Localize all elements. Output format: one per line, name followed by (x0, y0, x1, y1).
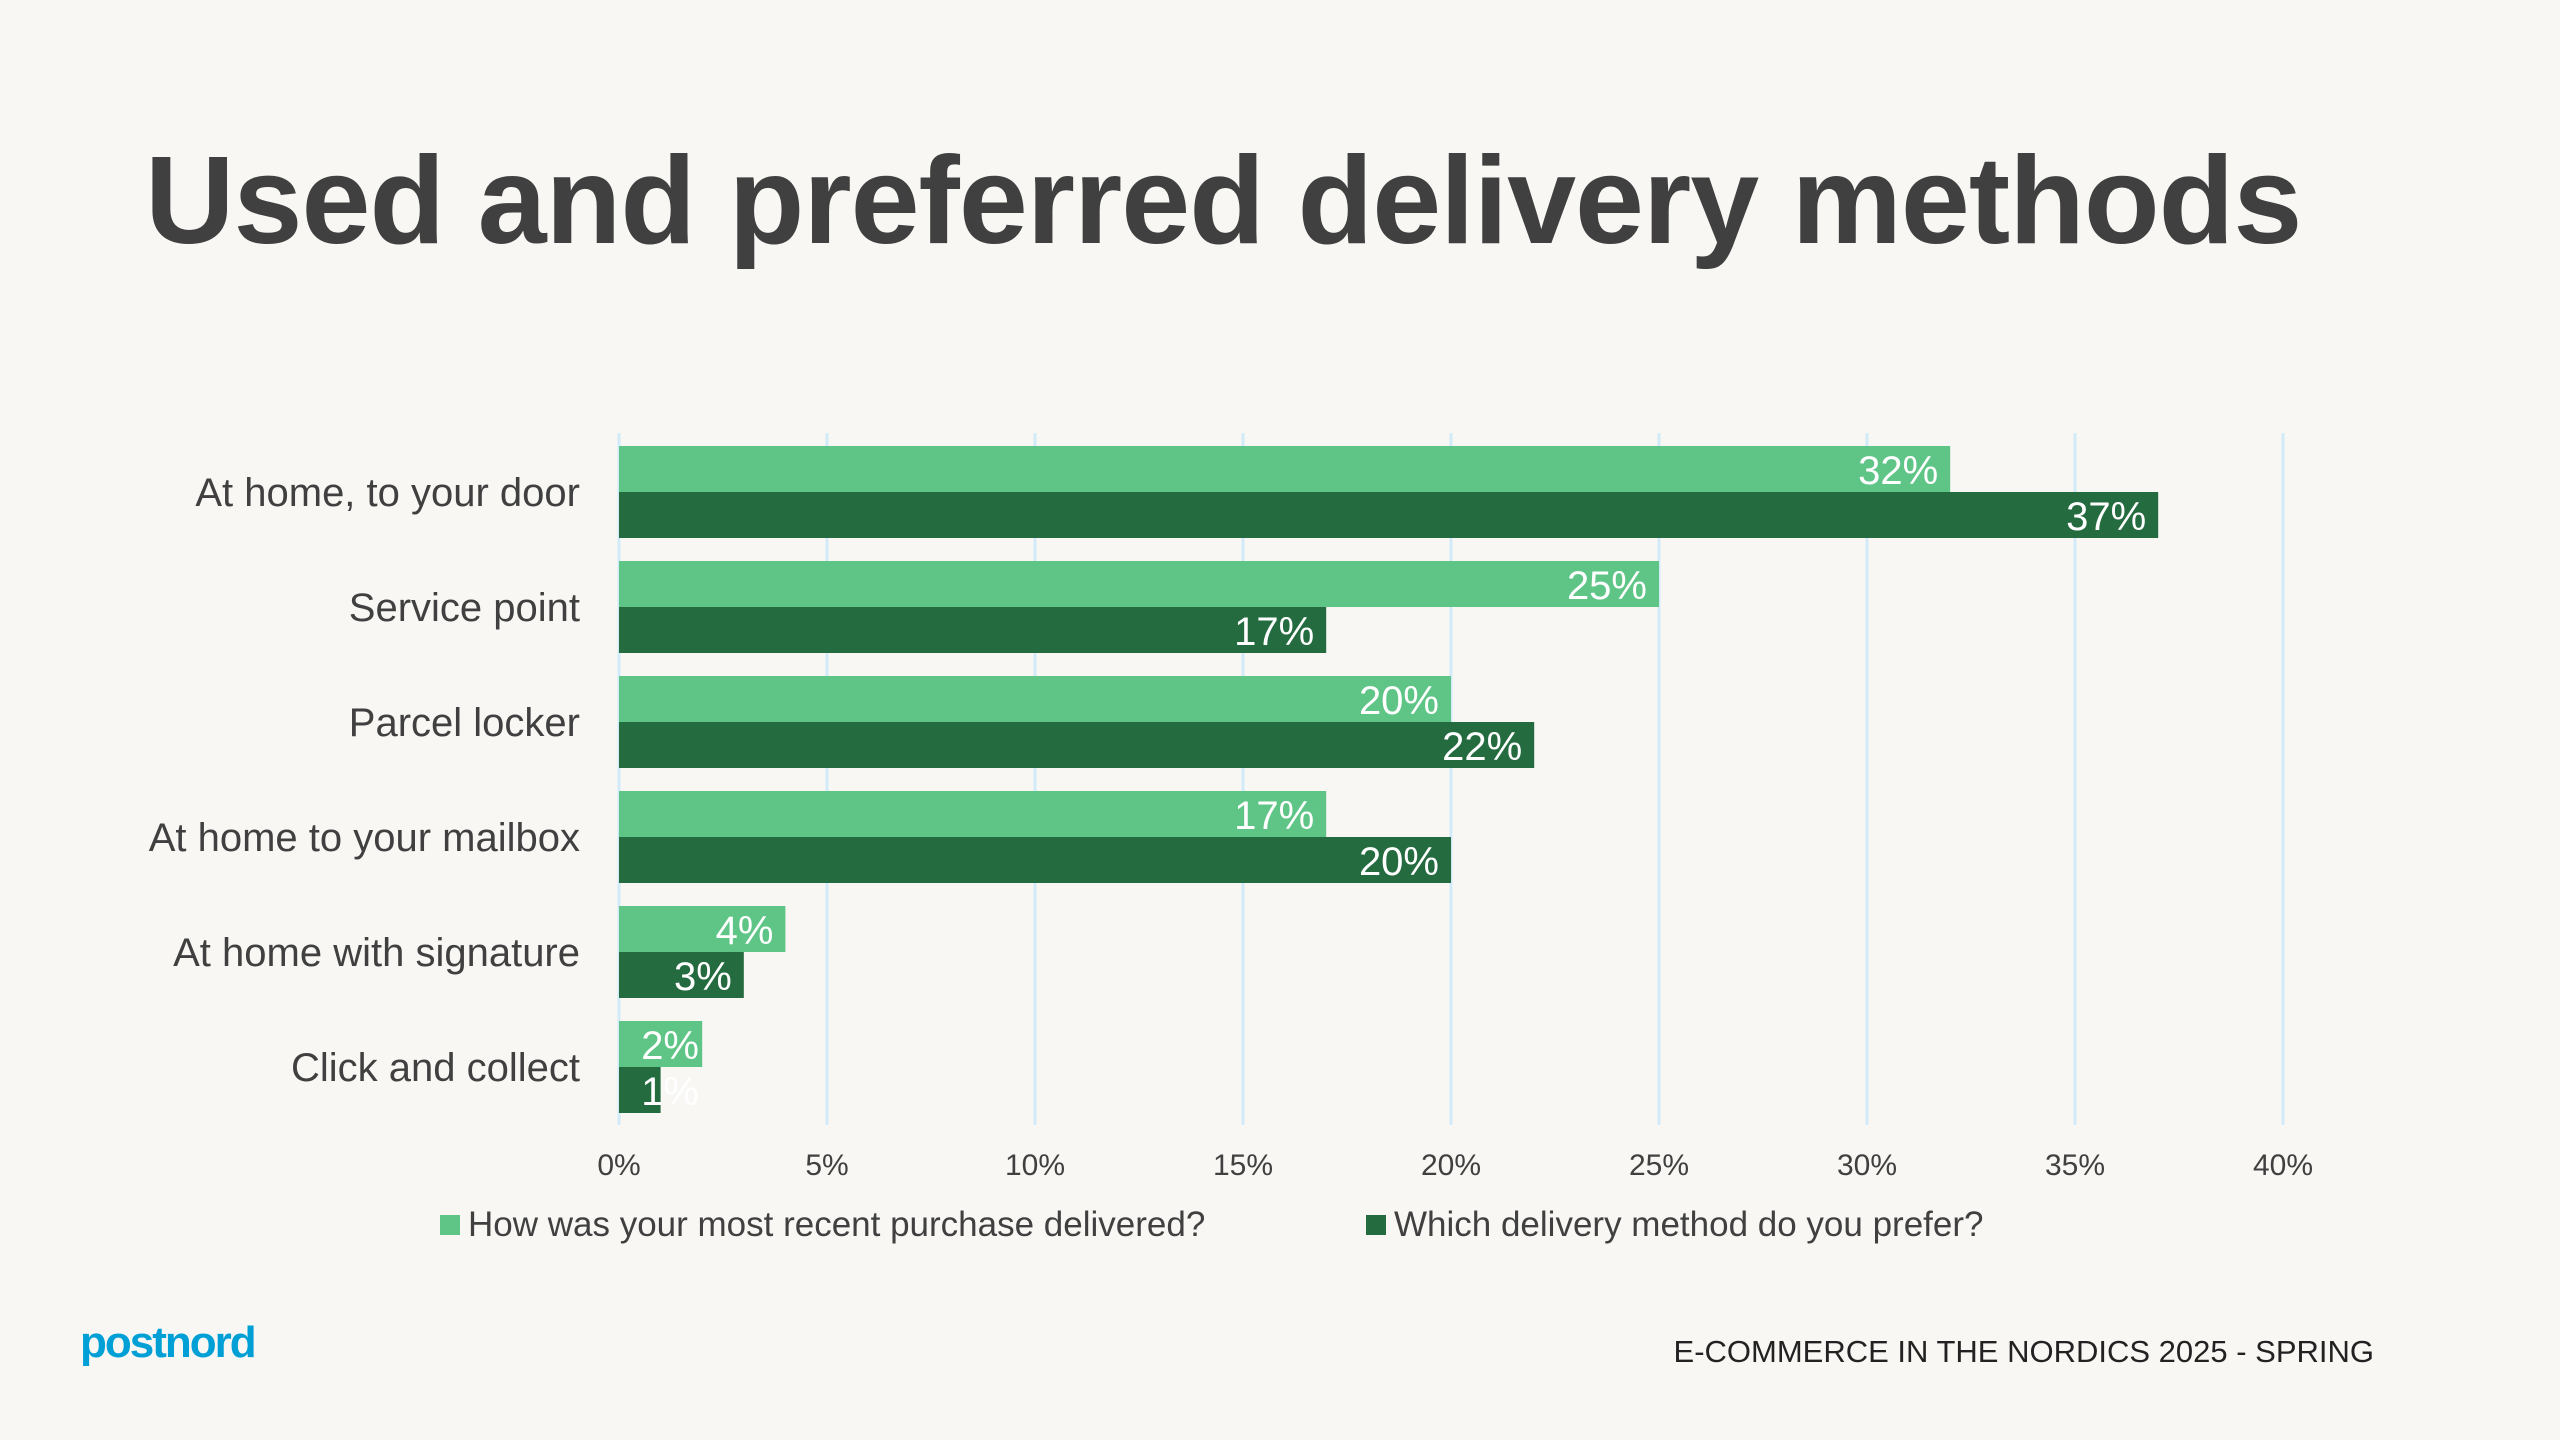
data-label: 20% (1359, 679, 1439, 723)
data-label: 4% (716, 909, 774, 953)
bar (619, 676, 1451, 722)
data-label: 25% (1567, 564, 1647, 608)
data-label: 17% (1234, 610, 1314, 654)
category-label: At home, to your door (195, 471, 580, 515)
data-label: 3% (674, 955, 732, 999)
legend-label-recent: How was your most recent purchase delive… (468, 1205, 1206, 1244)
legend-swatch-preferred (1366, 1215, 1386, 1235)
data-label: 37% (2066, 495, 2146, 539)
category-label: Click and collect (291, 1046, 580, 1090)
bar (619, 906, 786, 952)
bar (619, 837, 1451, 883)
category-label: At home with signature (173, 931, 580, 975)
x-tick-label: 5% (805, 1149, 848, 1182)
bar (619, 1067, 661, 1113)
bar (619, 1021, 703, 1067)
legend-label-preferred: Which delivery method do you prefer? (1394, 1205, 1984, 1244)
x-tick-label: 30% (1837, 1149, 1897, 1182)
data-label: 1% (641, 1070, 699, 1114)
footer-text: E-COMMERCE IN THE NORDICS 2025 - SPRING (1673, 1334, 2374, 1369)
data-label: 17% (1234, 794, 1314, 838)
category-label: Parcel locker (349, 701, 580, 745)
x-tick-label: 20% (1421, 1149, 1481, 1182)
x-tick-label: 25% (1629, 1149, 1689, 1182)
bar (619, 561, 1659, 607)
postnord-logo: postnord (80, 1318, 257, 1367)
category-label: Service point (349, 586, 580, 630)
page-title: Used and preferred delivery methods (145, 132, 2302, 270)
x-tick-label: 15% (1213, 1149, 1273, 1182)
data-label: 32% (1858, 449, 1938, 493)
data-label: 22% (1442, 725, 1522, 769)
data-label: 20% (1359, 840, 1439, 884)
legend-item-preferred: Which delivery method do you prefer? (1366, 1205, 1983, 1245)
x-tick-label: 35% (2045, 1149, 2105, 1182)
bar (619, 446, 1951, 492)
bar (619, 952, 744, 998)
x-tick-label: 40% (2253, 1149, 2313, 1182)
x-tick-label: 0% (597, 1149, 640, 1182)
legend-swatch-recent (440, 1215, 460, 1235)
data-label: 2% (641, 1024, 699, 1068)
bar-chart: 0% 5% 10% 15% 20% 25% 30% 35% 40% At home, to you… (149, 433, 2313, 1182)
legend-item-recent: How was your most recent purchase delive… (440, 1205, 1205, 1245)
bar (619, 791, 1327, 837)
category-label: At home to your mailbox (149, 816, 580, 860)
bar (619, 607, 1327, 653)
x-tick-label: 10% (1005, 1149, 1065, 1182)
bar (619, 722, 1535, 768)
bar (619, 492, 2159, 538)
